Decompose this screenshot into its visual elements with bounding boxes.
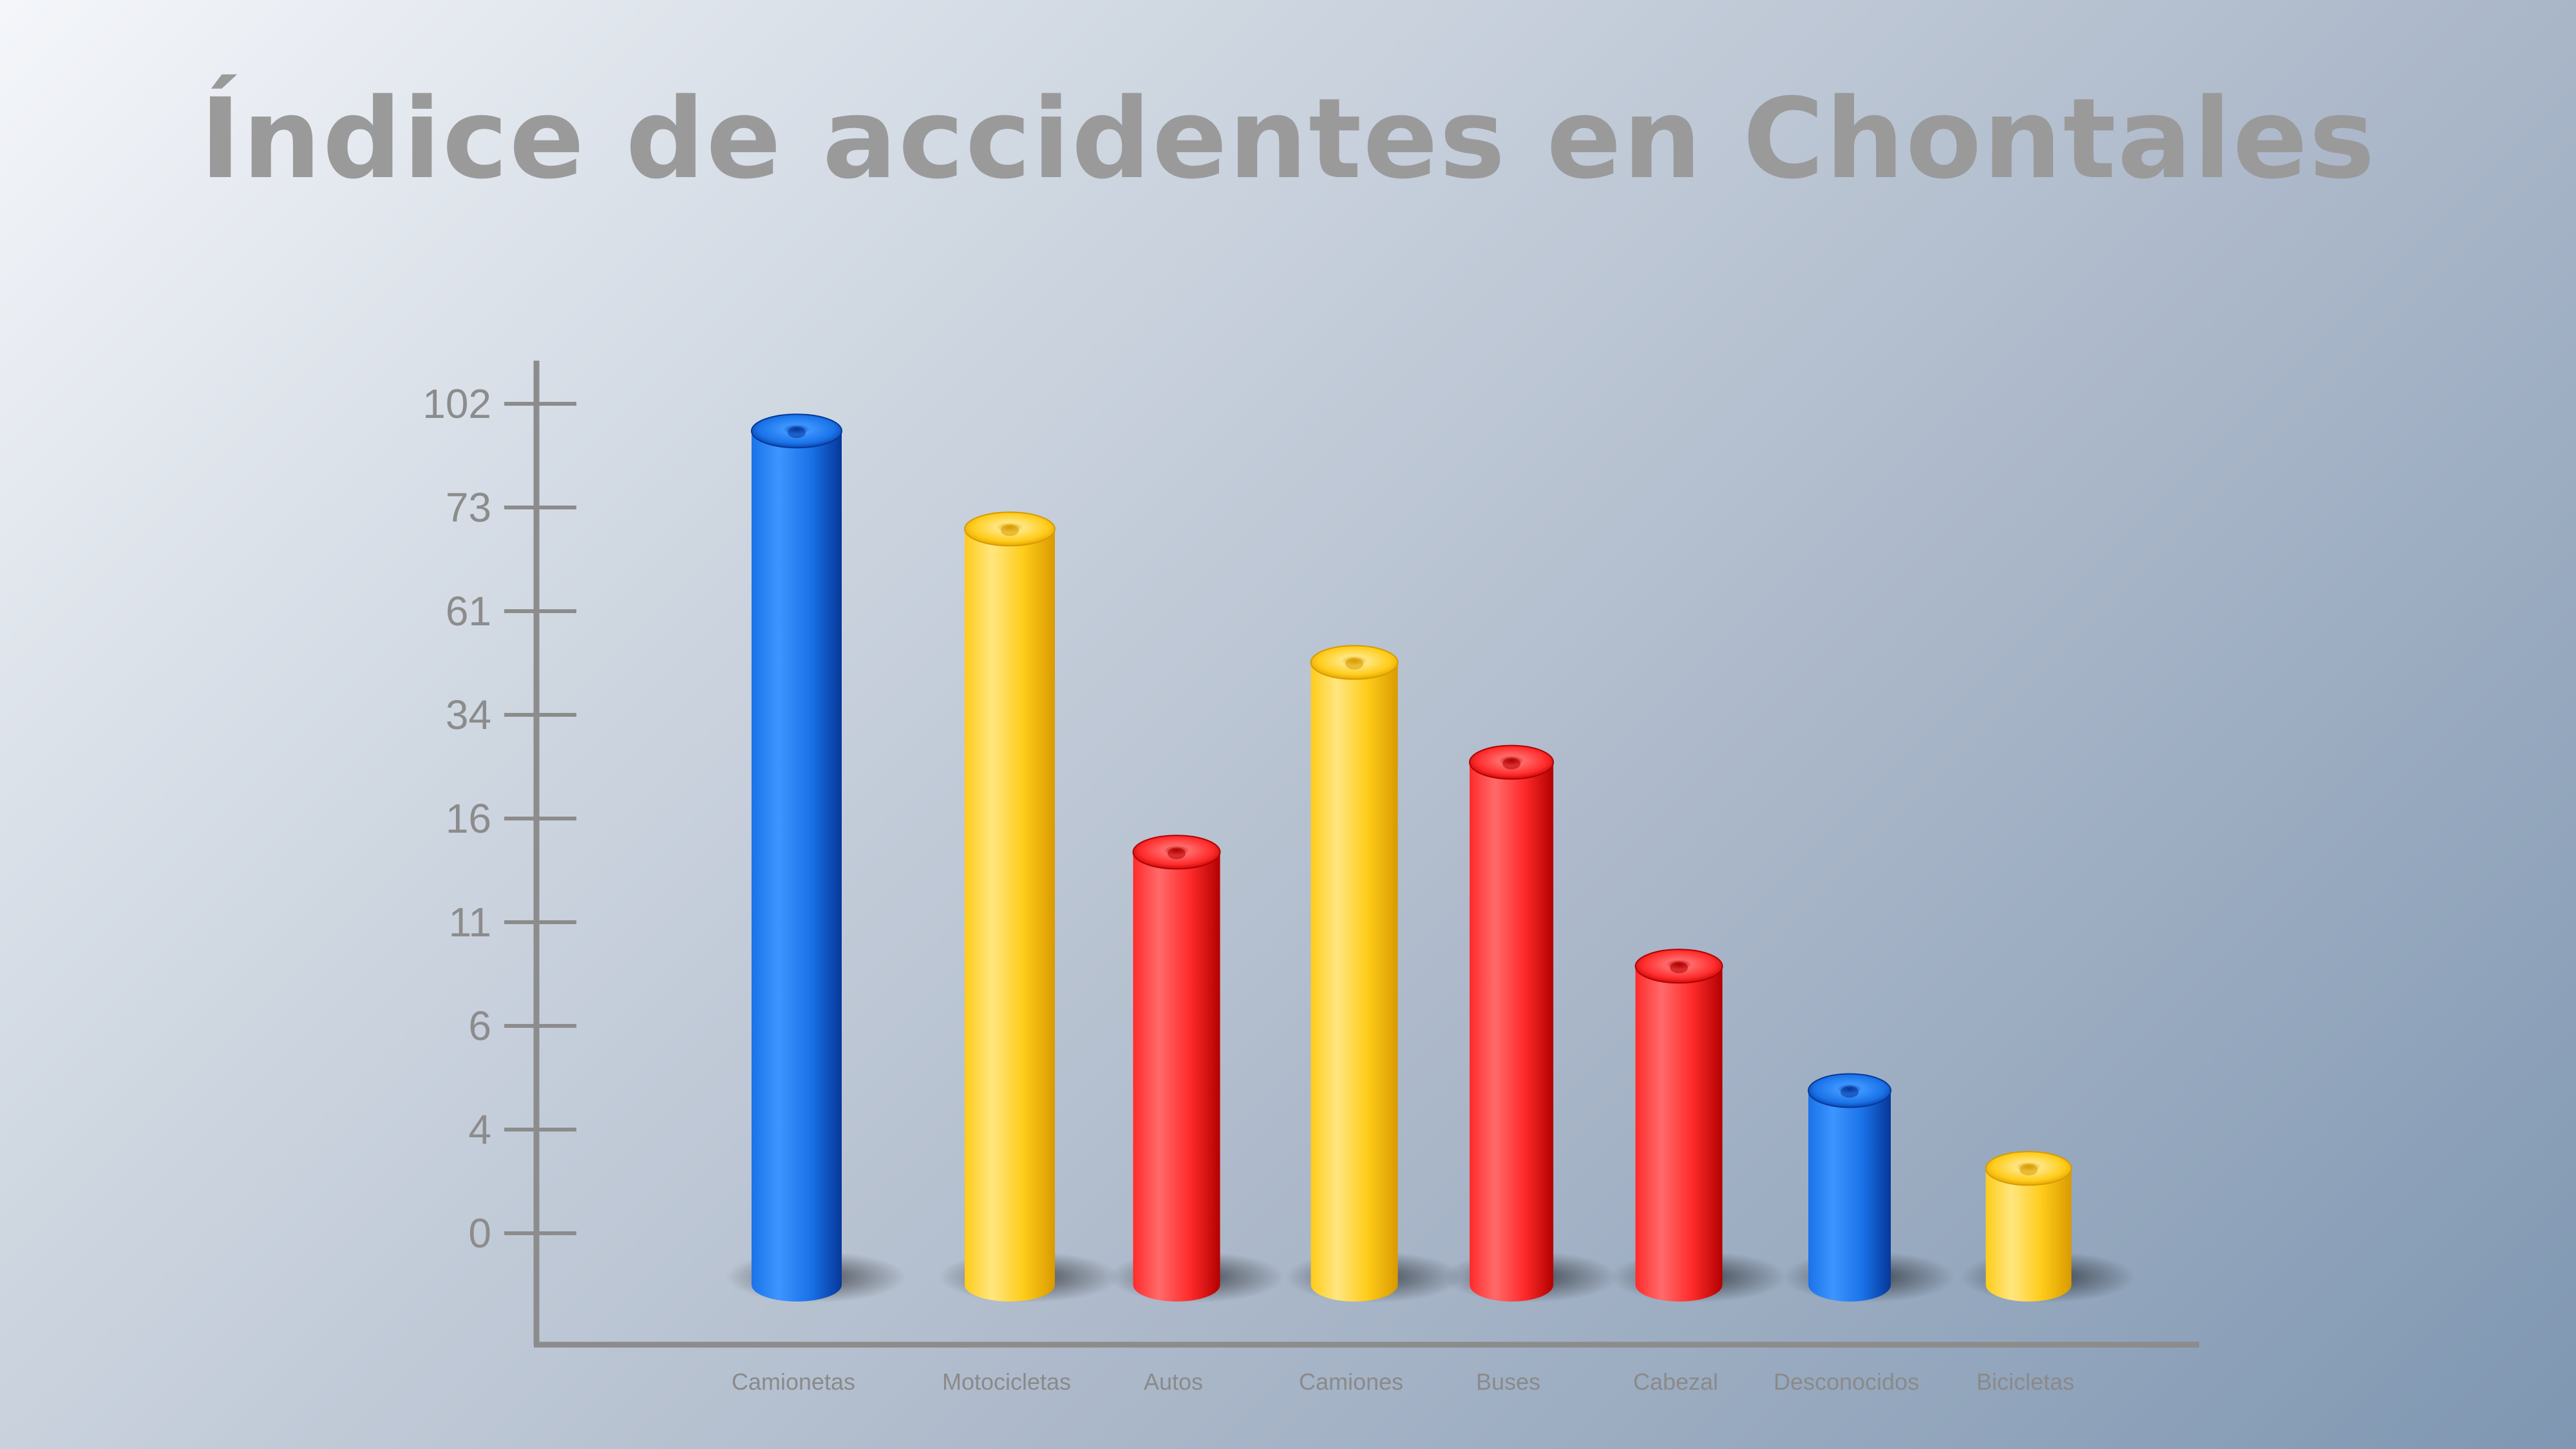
axes	[504, 361, 2199, 1348]
bar-top-highlight	[1670, 961, 1688, 974]
tick-labels: 0 4 6 11 16 34 61 73 102 Camionetas Motocicletas Au…	[422, 381, 2074, 1395]
y-tick-label: 11	[449, 899, 491, 945]
y-tick-label: 16	[446, 795, 491, 842]
bar-camiones	[1310, 645, 1399, 1302]
bar-top-highlight	[1168, 848, 1186, 860]
x-tick-label: Motocicletas	[942, 1368, 1071, 1395]
bar-body	[1133, 852, 1220, 1302]
y-tick-label: 4	[468, 1106, 491, 1153]
x-tick-label: Cabezal	[1633, 1368, 1718, 1395]
x-tick-label: Autos	[1144, 1368, 1203, 1395]
bar-desconocidos	[1808, 1073, 1891, 1302]
x-tick-label: Camionetas	[732, 1368, 855, 1395]
y-tick-label: 61	[446, 588, 491, 634]
y-tick-label: 6	[468, 1003, 491, 1049]
bar-top-highlight	[2020, 1164, 2038, 1176]
bar-top-highlight	[1841, 1086, 1859, 1098]
x-tick-label: Camiones	[1299, 1368, 1403, 1395]
bar-body	[1985, 1168, 2072, 1302]
bar-body	[965, 529, 1055, 1302]
bar-bicicletas	[1985, 1151, 2072, 1302]
bar-top-highlight	[788, 426, 806, 439]
bar-top-highlight	[1502, 757, 1520, 770]
bar-body	[1635, 966, 1723, 1302]
bar-top-highlight	[1345, 658, 1363, 670]
bar-motocicletas	[964, 511, 1056, 1302]
y-tick-label: 34	[446, 692, 491, 738]
y-tick-label: 102	[422, 381, 491, 427]
x-tick-label: Buses	[1476, 1368, 1540, 1395]
bars	[751, 413, 2072, 1302]
bar-top-highlight	[1001, 524, 1019, 536]
bar-shadows	[726, 1251, 2136, 1303]
y-tick-label: 0	[468, 1210, 491, 1256]
bar-cabezal	[1634, 949, 1723, 1302]
bar-camionetas	[751, 413, 842, 1302]
bar-body	[752, 431, 842, 1302]
bar-body	[1808, 1090, 1891, 1302]
y-tick-label: 73	[446, 484, 491, 531]
x-tick-label: Bicicletas	[1976, 1368, 2074, 1395]
x-tick-label: Desconocidos	[1774, 1368, 1919, 1395]
bar-body	[1311, 662, 1398, 1302]
bar-buses	[1469, 744, 1554, 1302]
bar-body	[1470, 762, 1553, 1302]
bar-autos	[1132, 835, 1221, 1302]
chart-title: Índice de accidentes en Chontales	[200, 74, 2376, 204]
